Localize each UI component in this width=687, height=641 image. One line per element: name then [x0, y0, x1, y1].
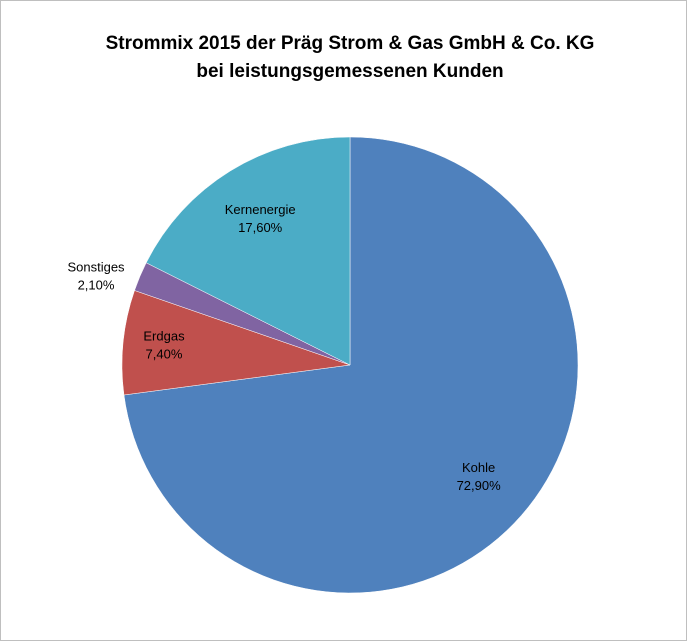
pie-slice: [121, 290, 351, 396]
slice-value-label: 17,60%: [238, 220, 283, 235]
slice-value-label: 72,90%: [457, 478, 502, 493]
slice-value-label: 7,40%: [146, 347, 183, 362]
slice-value-label: 2,10%: [78, 277, 115, 292]
pie-slice: [145, 136, 351, 366]
slice-label: Erdgas: [143, 329, 185, 344]
slice-label: Kernenergie: [225, 202, 296, 217]
chart-title: Strommix 2015 der Präg Strom & Gas GmbH …: [106, 33, 595, 54]
chart-subtitle: bei leistungsgemessenen Kunden: [196, 61, 503, 82]
slice-label: Kohle: [462, 460, 495, 475]
pie-slice: [123, 136, 579, 594]
slice-label: Sonstiges: [67, 259, 125, 274]
